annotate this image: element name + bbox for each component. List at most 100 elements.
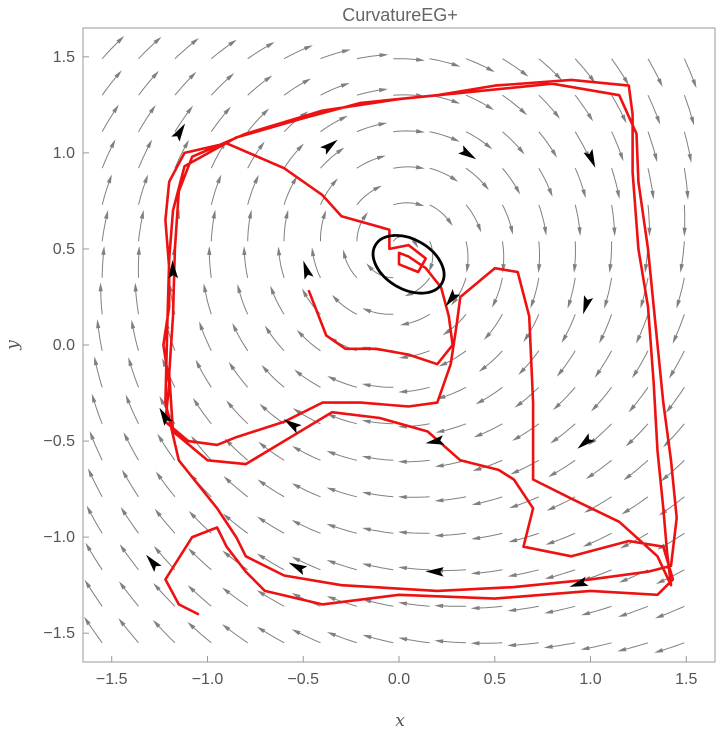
stream-arrowhead: [475, 398, 485, 405]
stream-arrowhead: [291, 520, 301, 526]
stream-arrowhead: [190, 37, 200, 46]
stream-line: [88, 548, 103, 571]
stream-arrowhead: [142, 174, 149, 184]
stream-arrowhead: [118, 618, 126, 627]
stream-line: [283, 181, 295, 205]
stream-arrowhead: [612, 227, 617, 237]
stream-line: [160, 439, 176, 461]
stream-arrowhead: [378, 87, 388, 93]
stream-arrowhead: [119, 544, 127, 553]
stream-arrowhead: [434, 603, 444, 609]
stream-line: [595, 386, 612, 408]
stream-line: [191, 625, 212, 644]
stream-line: [124, 475, 139, 498]
stream-line: [683, 168, 688, 194]
stream-line: [174, 76, 193, 96]
stream-line: [283, 147, 300, 169]
stream-arrowhead: [291, 483, 301, 490]
stream-line: [87, 621, 103, 644]
stream-line: [574, 94, 591, 117]
y-tick-label: −1.0: [43, 529, 75, 546]
stream-line: [297, 631, 321, 644]
stream-arrowhead: [618, 612, 628, 617]
stream-line: [538, 204, 546, 230]
stream-arrowhead: [685, 190, 690, 200]
x-axis-label: x: [395, 711, 405, 731]
stream-arrowhead: [507, 607, 517, 613]
stream-line: [665, 459, 685, 478]
stream-line: [404, 386, 430, 393]
stream-arrowhead: [654, 613, 664, 619]
x-tick-label: −0.5: [287, 671, 319, 688]
stream-line: [405, 350, 430, 358]
stream-arrowhead: [326, 632, 336, 638]
stream-line: [538, 167, 551, 192]
stream-line: [368, 528, 394, 534]
stream-arrowhead: [623, 473, 632, 481]
stream-arrowhead: [182, 139, 190, 149]
stream-line: [263, 407, 285, 425]
stream-arrowhead: [438, 360, 448, 367]
stream-arrowhead: [120, 506, 128, 516]
stream-arrowhead: [471, 535, 481, 540]
stream-arrowhead: [618, 577, 628, 583]
stream-line: [477, 642, 503, 644]
stream-arrowhead: [620, 542, 629, 549]
stream-line: [204, 289, 212, 315]
stream-arrowhead: [434, 533, 444, 538]
stream-line: [440, 532, 467, 536]
stream-line: [191, 589, 212, 607]
stream-arrowhead: [361, 455, 371, 460]
stream-arrowhead: [553, 402, 562, 411]
stream-line: [487, 314, 503, 336]
stream-arrowhead: [682, 227, 687, 237]
stream-line: [624, 605, 649, 616]
stream-arrowhead: [362, 308, 372, 314]
stream-arrowhead: [153, 36, 162, 45]
stream-line: [538, 94, 557, 115]
stream-arrowhead: [373, 185, 382, 192]
black-arrowhead: [303, 260, 314, 280]
stream-arrowhead: [261, 108, 270, 117]
stream-line: [440, 569, 467, 572]
stream-arrowhead: [326, 450, 336, 456]
stream-line: [611, 131, 622, 156]
stream-line: [137, 252, 140, 278]
stream-arrowhead: [94, 356, 99, 366]
stream-line: [138, 40, 158, 60]
stream-line: [234, 328, 249, 352]
black-arrowhead: [425, 435, 445, 445]
stream-arrowhead: [617, 647, 627, 652]
stream-line: [368, 600, 394, 607]
stream-line: [587, 569, 612, 580]
stream-line: [332, 378, 358, 388]
stream-line: [574, 58, 592, 79]
stream-line: [101, 40, 120, 60]
stream-line: [683, 95, 693, 120]
stream-line: [93, 399, 103, 424]
stream-arrowhead: [470, 641, 480, 646]
stream-arrowhead: [187, 585, 196, 593]
stream-line: [356, 54, 382, 60]
x-tick-label: 0.0: [388, 671, 410, 688]
stream-line: [356, 188, 377, 206]
stream-line: [122, 549, 139, 571]
stream-arrowhead: [631, 369, 639, 379]
stream-arrowhead: [203, 283, 208, 293]
stream-arrowhead: [655, 115, 661, 125]
stream-arrowhead: [415, 165, 425, 170]
stream-line: [89, 511, 103, 534]
stream-line: [320, 150, 340, 169]
stream-arrowhead: [296, 329, 305, 338]
stream-arrowhead: [691, 79, 697, 89]
stream-arrowhead: [398, 389, 408, 394]
stream-line: [465, 241, 469, 267]
trajectory-layer: [162, 78, 678, 616]
stream-line: [126, 437, 139, 461]
stream-arrowhead: [508, 225, 513, 235]
stream-line: [344, 255, 358, 279]
stream-line: [483, 350, 503, 369]
stream-line: [647, 204, 650, 231]
stream-line: [611, 58, 627, 81]
